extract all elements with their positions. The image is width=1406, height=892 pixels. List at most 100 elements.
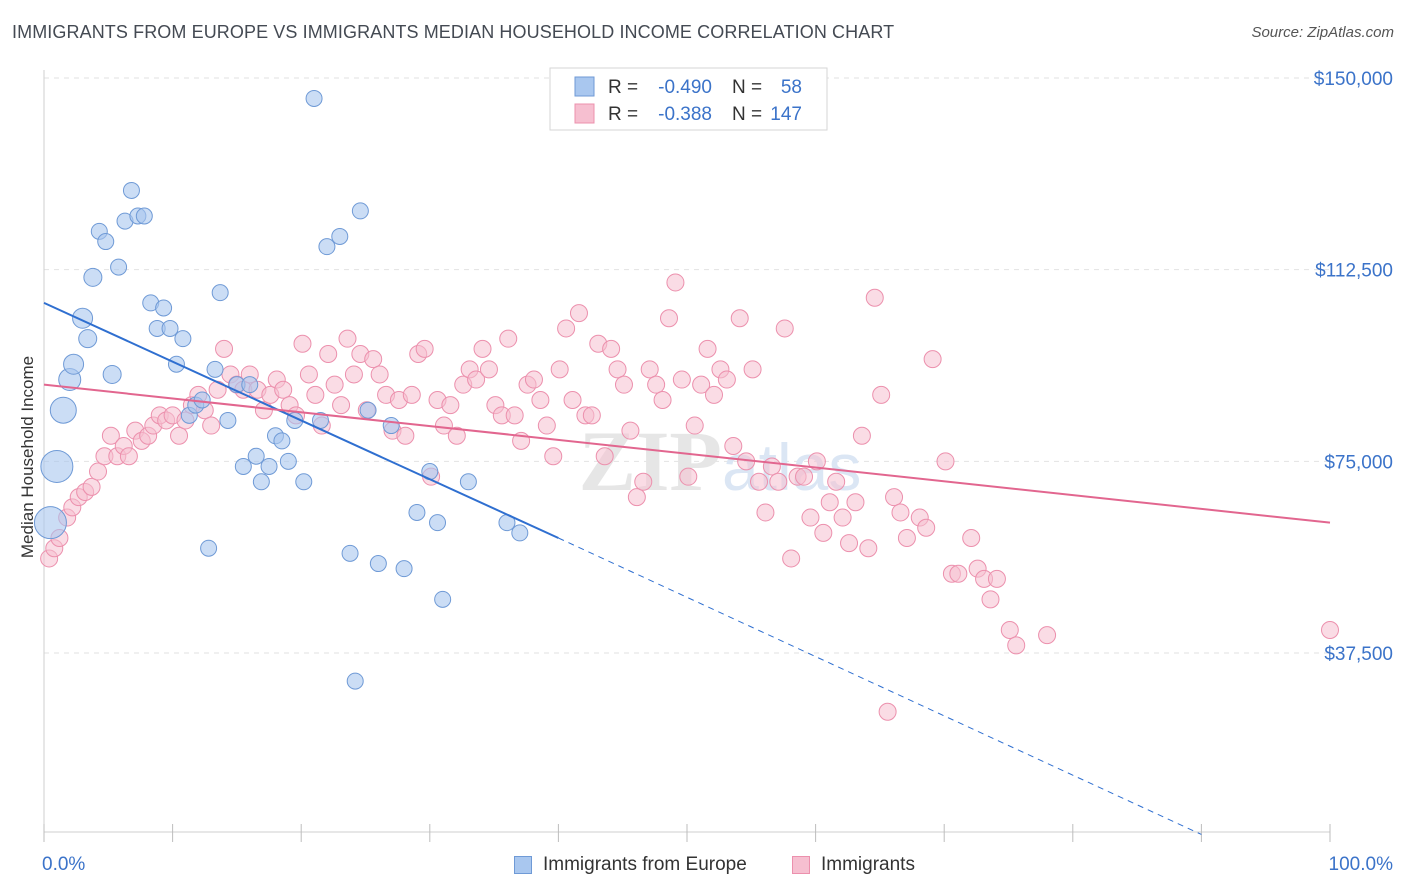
data-point-immigrants [325, 375, 344, 394]
data-point-immigrants [608, 360, 627, 379]
legend-r-value: -0.490 [658, 77, 712, 98]
data-point-immigrants [505, 406, 524, 425]
data-point-immigrants-from-europe [395, 560, 413, 578]
data-point-immigrants [891, 503, 910, 522]
data-point-immigrants [653, 391, 672, 409]
data-point-immigrants [698, 339, 717, 358]
legend-bottom: Immigrants from Europe Immigrants [0, 850, 1406, 880]
data-point-immigrants [833, 508, 852, 527]
data-point-immigrants-from-europe [193, 391, 211, 409]
data-point-immigrants [730, 309, 749, 328]
tick-labels: $37,500 $75,000 $112,500 $150,000 0.0% 100.0% [42, 69, 1393, 875]
data-point-immigrants-from-europe [135, 207, 153, 225]
data-point-immigrants-from-europe [341, 544, 359, 562]
data-point-immigrants-from-europe [174, 330, 192, 348]
data-point-immigrants [274, 380, 293, 399]
data-point-immigrants-from-europe [318, 238, 336, 256]
data-point-immigrants [827, 472, 846, 491]
legend-n-value: 147 [770, 104, 802, 125]
data-point-immigrants-from-europe [247, 447, 265, 465]
data-point-immigrants [299, 365, 318, 384]
data-point-immigrants [795, 467, 814, 486]
data-point-immigrants [544, 447, 563, 466]
legend-n-value: 58 [781, 77, 802, 98]
legend-n-label: N = [732, 104, 762, 125]
data-point-immigrants [293, 334, 312, 353]
data-point-immigrants [782, 549, 801, 568]
data-point-immigrants-from-europe [305, 89, 323, 107]
data-point-immigrants [666, 273, 685, 292]
data-point-immigrants-from-europe [382, 417, 400, 435]
chart-title: IMMIGRANTS FROM EUROPE VS IMMIGRANTS MED… [12, 22, 895, 42]
data-point-immigrants [820, 493, 839, 512]
data-point-immigrants [949, 564, 968, 583]
legend-item-immigrants[interactable]: Immigrants [792, 854, 915, 876]
trend-lines [43, 301, 1331, 835]
data-point-immigrants [756, 503, 775, 522]
data-point-immigrants-from-europe [40, 449, 74, 483]
data-point-immigrants-from-europe [49, 396, 77, 424]
legend-label: Immigrants from Europe [543, 854, 747, 875]
data-point-immigrants [306, 385, 325, 404]
data-point-immigrants [936, 452, 955, 471]
data-point-immigrants-from-europe [273, 432, 291, 450]
data-point-immigrants [917, 518, 936, 537]
data-point-immigrants [705, 385, 724, 404]
data-point-immigrants [344, 365, 363, 384]
axes [43, 70, 1331, 842]
data-point-immigrants [82, 477, 101, 496]
data-point-immigrants [319, 345, 338, 363]
y-axis-label: Median Household Income [18, 356, 37, 558]
data-point-immigrants-from-europe [359, 401, 377, 419]
data-point-immigrants [743, 360, 762, 379]
data-point-immigrants-from-europe [78, 329, 98, 349]
data-point-immigrants [647, 375, 666, 394]
data-point-immigrants [402, 385, 421, 404]
data-point-immigrants [717, 370, 736, 389]
legend-item-immigrants-from-europe[interactable]: Immigrants from Europe [514, 854, 747, 876]
data-point-immigrants [627, 488, 646, 507]
data-point-immigrants-from-europe [155, 299, 173, 317]
data-point-immigrants [846, 493, 865, 512]
x-tick-label: 100.0% [1329, 854, 1394, 875]
data-point-immigrants [840, 534, 859, 553]
data-point-immigrants [557, 319, 576, 338]
data-point-immigrants-from-europe [83, 267, 103, 287]
data-point-immigrants [338, 329, 357, 348]
data-point-immigrants [634, 472, 653, 491]
data-point-immigrants-from-europe [279, 452, 297, 470]
y-tick-label: $150,000 [1314, 69, 1393, 90]
data-point-immigrants [614, 375, 633, 394]
legend-r-label: R = [608, 104, 638, 125]
data-point-immigrants [1000, 621, 1019, 639]
data-point-immigrants [987, 569, 1006, 588]
data-point-immigrants [396, 426, 415, 445]
legend-swatch [574, 103, 595, 124]
data-point-immigrants [923, 350, 942, 369]
data-point-immigrants [550, 360, 569, 379]
data-point-immigrants [814, 523, 833, 542]
data-point-immigrants-from-europe [346, 672, 364, 690]
data-point-immigrants [685, 416, 704, 435]
trend-line-immigrants [43, 383, 1331, 524]
data-point-immigrants [524, 370, 543, 389]
grid [44, 77, 1330, 654]
data-point-immigrants [621, 421, 640, 440]
data-point-immigrants [441, 396, 460, 415]
data-point-immigrants-from-europe [351, 202, 369, 220]
data-point-immigrants [101, 426, 120, 445]
data-point-immigrants [479, 360, 498, 379]
data-point-immigrants-from-europe [122, 181, 140, 199]
legend-swatch [574, 76, 595, 97]
data-point-immigrants [537, 416, 556, 435]
data-point-immigrants [807, 452, 826, 471]
data-point-immigrants [119, 447, 138, 466]
legend-label: Immigrants [821, 854, 915, 875]
data-point-immigrants-from-europe [511, 524, 529, 542]
legend-top: R = -0.490 N = 58 R = -0.388 N = 147 [549, 67, 828, 131]
legend-swatch-blue [514, 856, 532, 874]
data-point-immigrants-from-europe [408, 503, 426, 521]
data-point-immigrants-from-europe [429, 514, 447, 532]
data-point-immigrants-from-europe [295, 473, 313, 491]
